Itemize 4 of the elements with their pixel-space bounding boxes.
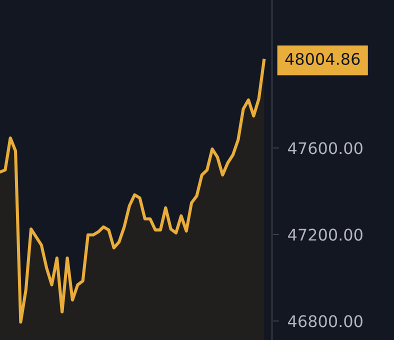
y-tick-label: 47600.00 — [288, 142, 362, 154]
data-label: 48004.86 — [285, 52, 360, 66]
y-tick-label: 47200.00 — [288, 228, 362, 241]
y-tick-label: 46800.00 — [288, 315, 362, 328]
